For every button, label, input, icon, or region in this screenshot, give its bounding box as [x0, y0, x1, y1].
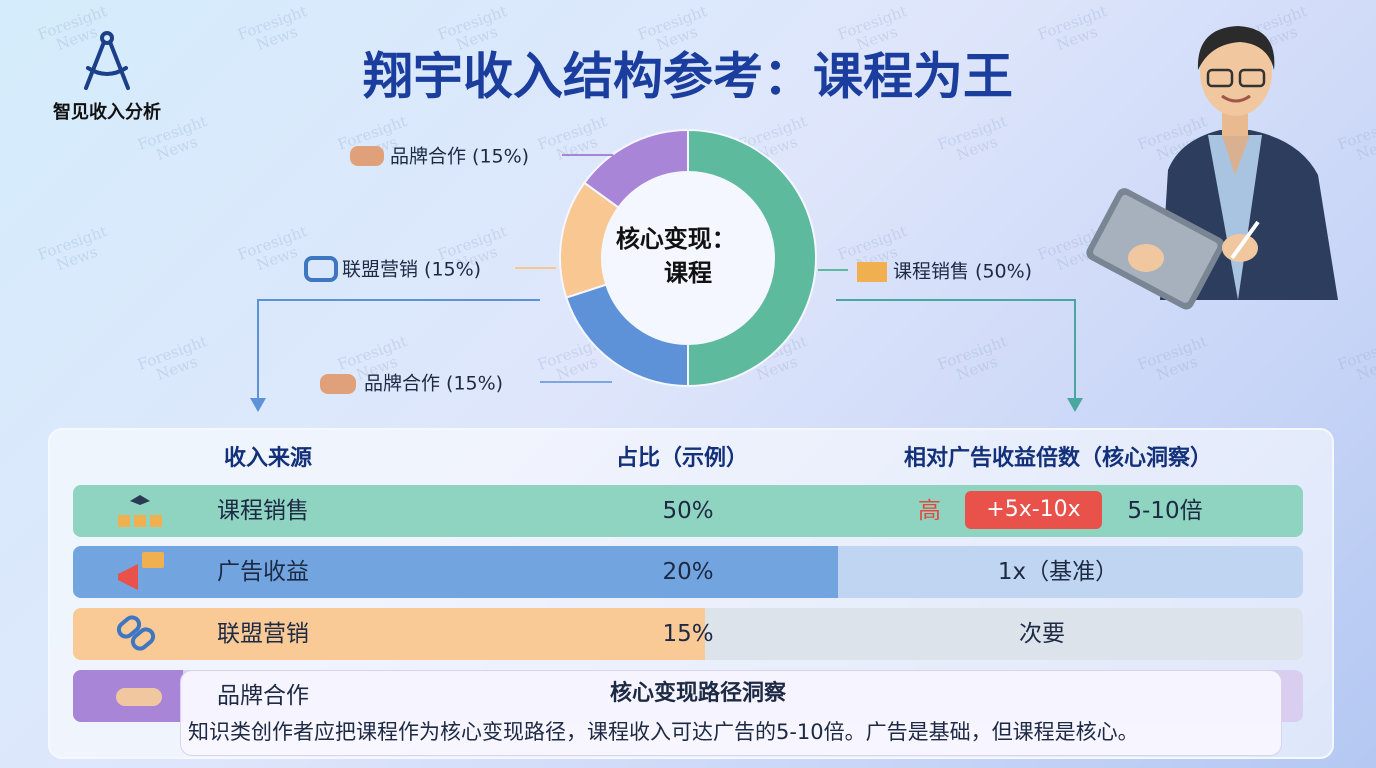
row-highlight	[73, 546, 838, 598]
logo-text: 智见收入分析	[53, 101, 161, 123]
callout-lines	[257, 154, 1076, 402]
title: 翔宇收入结构参考：课程为王	[363, 48, 1013, 106]
table-header: 收入来源	[223, 446, 313, 471]
source-name: 广告收益	[217, 559, 309, 585]
level: 高	[918, 498, 941, 524]
callout-label: 课程销售 (50%)	[893, 261, 1032, 283]
row-highlight	[73, 608, 705, 660]
table-row	[73, 546, 1303, 598]
insight-box	[180, 670, 1282, 756]
row-icon	[118, 495, 162, 527]
presenter	[1086, 26, 1338, 310]
multiplier: 次要	[1019, 621, 1065, 647]
donut-chart	[559, 128, 817, 388]
row-icon	[118, 552, 164, 590]
source-name: 联盟营销	[217, 621, 309, 647]
logo-icon	[84, 31, 130, 90]
center-line: 课程	[664, 259, 712, 287]
table-header: 占比（示例）	[615, 446, 749, 471]
multiplier: 5-10倍	[1127, 498, 1203, 524]
table-row	[73, 608, 1303, 660]
donut-hole	[602, 172, 774, 344]
source-name: 品牌合作	[217, 683, 309, 709]
callout-label: 品牌合作 (15%)	[364, 373, 503, 395]
callout-label: 品牌合作 (15%)	[390, 146, 529, 168]
callout-icons	[304, 146, 887, 394]
multiplier-badge: +5x-10x	[965, 491, 1102, 529]
source-name: 课程销售	[217, 498, 309, 524]
insight-title: 核心变现路径洞察	[609, 681, 787, 706]
row-icon	[116, 688, 162, 706]
table-header: 相对广告收益倍数（核心洞察）	[903, 446, 1213, 471]
share: 20%	[662, 559, 714, 585]
multiplier: 1x（基准）	[997, 559, 1119, 585]
share: 15%	[662, 621, 714, 647]
callout-label: 联盟营销 (15%)	[342, 259, 481, 281]
insight-text: 知识类创作者应把课程作为核心变现路径，课程收入可达广告的5-10倍。广告是基础，…	[188, 720, 1139, 744]
center-line: 核心变现：	[616, 225, 736, 253]
donut-center-label: 核心变现： 课程	[616, 225, 744, 287]
arrow-head	[250, 398, 266, 412]
share: 50%	[662, 498, 714, 524]
arrow-head	[1067, 398, 1083, 412]
row-icon	[116, 615, 156, 651]
